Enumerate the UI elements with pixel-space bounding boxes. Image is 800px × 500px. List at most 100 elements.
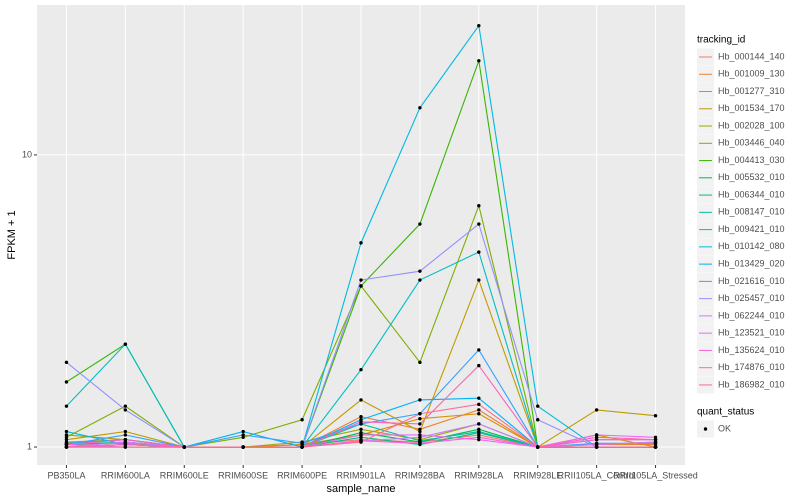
legend-label: OK — [718, 423, 731, 433]
x-tick-label: RRIM600PE — [277, 470, 327, 480]
legend-label: Hb_135624_010 — [718, 345, 785, 355]
y-tick-label: 10 — [22, 149, 32, 159]
data-point — [123, 437, 128, 442]
data-point — [418, 417, 422, 421]
data-point — [594, 437, 599, 442]
x-tick-label: RRIM600LA — [101, 470, 150, 480]
legend-label: Hb_010142_080 — [718, 241, 785, 251]
data-point — [359, 398, 363, 402]
y-tick-label: 1 — [27, 441, 32, 451]
data-point — [418, 433, 422, 437]
data-point — [241, 429, 245, 434]
data-point — [418, 412, 422, 416]
data-point — [477, 422, 481, 426]
data-point — [418, 439, 422, 443]
data-point — [123, 442, 128, 447]
data-point — [359, 278, 363, 282]
data-point — [418, 398, 422, 402]
data-point — [123, 408, 128, 412]
legend-label: Hb_001277_310 — [718, 86, 785, 96]
data-point — [477, 59, 481, 63]
data-point — [653, 414, 658, 418]
data-point — [359, 415, 363, 419]
x-tick-label: RRIM901LA — [336, 470, 385, 480]
data-point — [536, 418, 540, 422]
data-point — [594, 442, 599, 447]
data-point — [300, 441, 304, 445]
data-point — [477, 204, 481, 208]
legend-label: Hb_021616_010 — [718, 276, 785, 286]
data-point — [536, 404, 540, 408]
y-axis-title: FPKM + 1 — [6, 210, 18, 259]
data-point — [477, 429, 481, 434]
data-point — [418, 422, 422, 426]
x-tick-label: RRII105LA_Control — [558, 470, 636, 480]
data-point — [477, 435, 481, 439]
x-tick-label: RRIM600LE — [160, 470, 209, 480]
legend-label: Hb_123521_010 — [718, 328, 785, 338]
legend: tracking_id Hb_000144_140 Hb_001009_130 Hb_… — [697, 35, 785, 438]
data-point — [653, 445, 658, 449]
data-point — [477, 363, 481, 368]
data-point — [123, 445, 128, 449]
data-point — [418, 106, 422, 110]
data-point — [359, 241, 363, 245]
legend-label: Hb_008147_010 — [718, 207, 785, 217]
data-point — [241, 435, 245, 439]
data-point — [64, 429, 69, 434]
legend-label: Hb_001534_170 — [718, 103, 785, 113]
data-point — [477, 278, 481, 282]
data-point — [64, 404, 69, 408]
data-point — [123, 433, 128, 437]
data-point — [418, 441, 422, 445]
data-point — [182, 445, 186, 449]
data-point — [477, 437, 481, 442]
data-point — [300, 445, 304, 449]
data-point — [653, 437, 658, 442]
data-point — [477, 222, 481, 226]
axes: 1 10 PB350LA RRIM600LA RRIM600LE RRIM600SE RRI… — [22, 149, 698, 480]
data-point — [64, 445, 69, 449]
x-tick-label: RRIM928LA — [454, 470, 503, 480]
legend-label: Hb_000144_140 — [718, 51, 785, 61]
data-point — [477, 348, 481, 352]
data-point — [359, 435, 363, 439]
data-point — [594, 408, 599, 412]
data-point — [359, 367, 363, 372]
data-point — [418, 269, 422, 273]
data-point — [594, 445, 599, 449]
data-point — [653, 435, 658, 439]
x-tick-label: RRIM928BA — [395, 470, 445, 480]
data-point — [653, 440, 658, 444]
data-point — [359, 433, 363, 437]
points — [64, 23, 658, 449]
legend-label: Hb_001009_130 — [718, 69, 785, 79]
data-point — [477, 408, 481, 412]
data-point — [418, 360, 422, 365]
x-tick-label: RRIM600SE — [218, 470, 268, 480]
legend-label: Hb_013429_020 — [718, 258, 785, 268]
data-point — [241, 433, 245, 437]
data-point — [123, 342, 128, 346]
data-point — [359, 427, 363, 432]
data-point — [418, 435, 422, 439]
data-point — [123, 440, 128, 444]
data-point — [477, 396, 481, 400]
x-tick-label: RRII105LA_Stressed — [613, 470, 698, 480]
legend-key — [703, 427, 708, 431]
data-point — [418, 278, 422, 282]
data-point — [64, 437, 69, 442]
data-point — [64, 380, 69, 384]
data-point — [477, 412, 481, 416]
data-point — [64, 435, 69, 439]
x-axis-title: sample_name — [326, 483, 395, 495]
data-point — [241, 445, 245, 449]
data-point — [594, 433, 599, 437]
data-point — [123, 429, 128, 434]
data-point — [64, 442, 69, 447]
data-point — [64, 360, 69, 365]
legend-title: quant_status — [697, 407, 754, 418]
legend-label: Hb_186982_010 — [718, 379, 785, 389]
data-point — [359, 440, 363, 444]
